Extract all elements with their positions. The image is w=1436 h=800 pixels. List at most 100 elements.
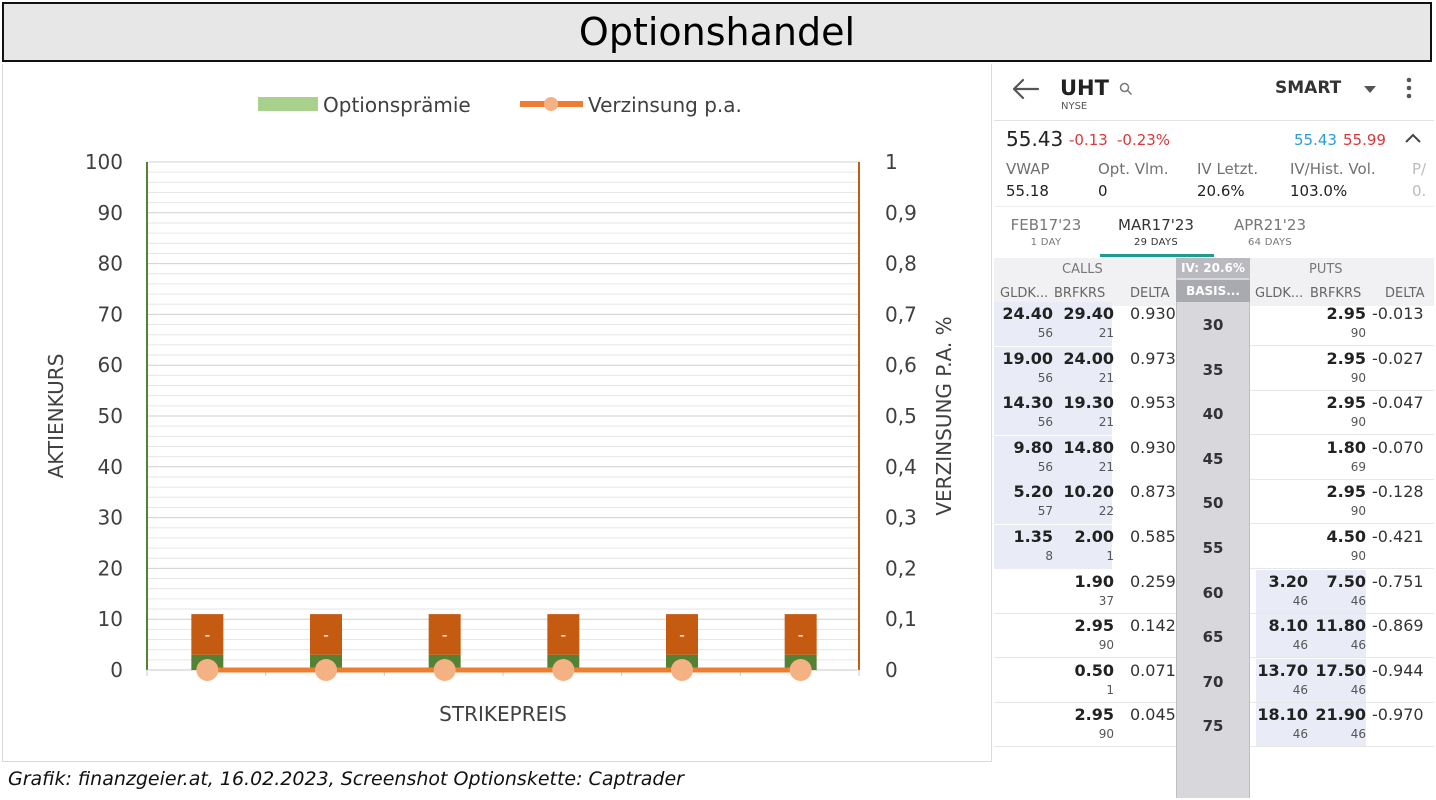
call-ask[interactable]: 2.95 (1074, 705, 1114, 725)
put-delta[interactable]: -0.027 (1372, 348, 1424, 368)
option-chain-row[interactable]: 9.80 56 14.80 21 0.930 45 1.80 69 -0.070 (994, 435, 1434, 480)
strike-price[interactable]: 70 (1202, 672, 1224, 691)
call-ask-size[interactable]: 90 (1098, 638, 1114, 653)
call-bid-size[interactable]: 57 (1037, 504, 1053, 519)
put-ask-size[interactable]: 46 (1350, 638, 1366, 653)
put-ask-size[interactable]: 46 (1350, 682, 1366, 697)
strike-price[interactable]: 65 (1202, 628, 1224, 647)
call-bid-size[interactable]: 8 (1045, 549, 1053, 563)
call-bid-size[interactable]: 56 (1037, 370, 1053, 385)
put-ask[interactable]: 21.90 (1315, 705, 1366, 725)
strike-price[interactable]: 55 (1202, 539, 1224, 557)
put-ask-size[interactable]: 46 (1350, 727, 1366, 742)
expiry-tab-feb[interactable]: FEB17'23 1 DAY (994, 216, 1101, 248)
put-bid-size[interactable]: 46 (1292, 638, 1308, 653)
call-delta[interactable]: 0.873 (1130, 482, 1176, 502)
put-delta[interactable]: -0.070 (1372, 437, 1424, 457)
call-ask[interactable]: 29.40 (1063, 304, 1114, 323)
put-delta[interactable]: -0.869 (1372, 616, 1424, 636)
arrow-left-icon[interactable] (1012, 78, 1040, 100)
strike-price[interactable]: 45 (1202, 449, 1224, 468)
put-ask[interactable]: 2.95 (1326, 393, 1366, 413)
call-delta[interactable]: 0.142 (1130, 616, 1176, 636)
puts-ask-header[interactable]: BRFKRS (1310, 286, 1362, 301)
put-bid[interactable]: 8.10 (1268, 616, 1308, 636)
put-ask[interactable]: 1.80 (1326, 437, 1366, 457)
call-ask[interactable]: 2.00 (1074, 527, 1114, 546)
chevron-up-icon[interactable] (1404, 132, 1422, 144)
call-ask-size[interactable]: 1 (1106, 682, 1114, 697)
call-bid[interactable]: 19.00 (1002, 348, 1053, 368)
put-ask-size[interactable]: 69 (1350, 459, 1366, 474)
put-ask-size[interactable]: 90 (1350, 326, 1366, 340)
put-bid[interactable]: 18.10 (1257, 705, 1308, 725)
put-bid-size[interactable]: 46 (1292, 682, 1308, 697)
more-vertical-icon[interactable] (1406, 76, 1412, 100)
put-delta[interactable]: -0.047 (1372, 393, 1424, 413)
put-bid-size[interactable]: 46 (1292, 727, 1308, 742)
put-ask-size[interactable]: 46 (1350, 593, 1366, 608)
call-delta[interactable]: 0.973 (1130, 348, 1176, 368)
call-bid[interactable]: 5.20 (1013, 482, 1053, 502)
strike-price[interactable]: 40 (1202, 405, 1224, 424)
strike-price[interactable]: 30 (1202, 316, 1224, 334)
put-ask-size[interactable]: 90 (1350, 370, 1366, 385)
put-ask[interactable]: 2.95 (1326, 348, 1366, 368)
call-ask[interactable]: 1.90 (1074, 571, 1114, 591)
option-chain-row[interactable]: 1.90 37 0.259 60 3.20 46 7.50 46 -0.751 (994, 569, 1434, 614)
call-delta[interactable]: 0.930 (1130, 437, 1176, 457)
strike-price[interactable]: 75 (1202, 717, 1224, 736)
call-bid-size[interactable]: 56 (1037, 459, 1053, 474)
calls-ask-header[interactable]: BRFKRS (1054, 286, 1106, 301)
search-icon[interactable] (1119, 82, 1133, 96)
option-chain-row[interactable]: 5.20 57 10.20 22 0.873 50 2.95 90 -0.128 (994, 480, 1434, 525)
put-ask[interactable]: 17.50 (1315, 660, 1366, 680)
call-bid[interactable]: 24.40 (1002, 304, 1053, 323)
put-bid[interactable]: 13.70 (1257, 660, 1308, 680)
strike-column-header[interactable]: BASIS... (1176, 280, 1250, 302)
strike-price[interactable]: 60 (1202, 583, 1224, 602)
call-ask[interactable]: 10.20 (1063, 482, 1114, 502)
route-selector[interactable]: SMART (1275, 78, 1342, 98)
call-delta[interactable]: 0.930 (1130, 304, 1176, 323)
put-ask-size[interactable]: 90 (1350, 415, 1366, 430)
strike-price[interactable]: 50 (1202, 494, 1224, 513)
put-ask[interactable]: 4.50 (1326, 527, 1366, 546)
option-chain-row[interactable]: 24.40 56 29.40 21 0.930 30 2.95 90 -0.013 (994, 302, 1434, 346)
call-bid-size[interactable]: 56 (1037, 326, 1053, 340)
call-ask[interactable]: 2.95 (1074, 616, 1114, 636)
call-ask-size[interactable]: 21 (1098, 459, 1114, 474)
put-delta[interactable]: -0.751 (1372, 571, 1424, 591)
call-ask-size[interactable]: 21 (1098, 326, 1114, 340)
call-delta[interactable]: 0.585 (1130, 527, 1176, 546)
call-bid-size[interactable]: 56 (1037, 415, 1053, 430)
put-delta[interactable]: -0.970 (1372, 705, 1424, 725)
call-delta[interactable]: 0.259 (1130, 571, 1176, 591)
ticker-symbol[interactable]: UHT (1060, 76, 1109, 100)
option-chain-row[interactable]: 19.00 56 24.00 21 0.973 35 2.95 90 -0.027 (994, 346, 1434, 391)
puts-bid-header[interactable]: GLDK... (1255, 286, 1304, 301)
put-ask[interactable]: 7.50 (1326, 571, 1366, 591)
call-ask-size[interactable]: 21 (1098, 370, 1114, 385)
put-bid-size[interactable]: 46 (1292, 593, 1308, 608)
put-ask[interactable]: 2.95 (1326, 304, 1366, 323)
expiry-tab-apr[interactable]: APR21'23 64 DAYS (1215, 216, 1325, 248)
call-ask[interactable]: 24.00 (1063, 348, 1114, 368)
call-delta[interactable]: 0.071 (1130, 660, 1176, 680)
call-ask-size[interactable]: 22 (1098, 504, 1114, 519)
put-delta[interactable]: -0.944 (1372, 660, 1424, 680)
calls-bid-header[interactable]: GLDK... (1000, 286, 1049, 301)
option-chain-row[interactable]: 2.95 90 0.142 65 8.10 46 11.80 46 -0.869 (994, 614, 1434, 659)
call-ask[interactable]: 14.80 (1063, 437, 1114, 457)
puts-delta-header[interactable]: DELTA (1385, 286, 1425, 301)
option-chain-row[interactable]: 14.30 56 19.30 21 0.953 40 2.95 90 -0.047 (994, 391, 1434, 436)
call-delta[interactable]: 0.045 (1130, 705, 1176, 725)
strike-price[interactable]: 35 (1202, 360, 1224, 379)
option-chain-row[interactable]: 1.35 8 2.00 1 0.585 55 4.50 90 -0.421 (994, 525, 1434, 569)
call-ask-size[interactable]: 21 (1098, 415, 1114, 430)
option-chain-row[interactable]: 0.50 1 0.071 70 13.70 46 17.50 46 -0.944 (994, 658, 1434, 703)
put-ask-size[interactable]: 90 (1350, 504, 1366, 519)
put-bid[interactable]: 3.20 (1268, 571, 1308, 591)
caret-down-icon[interactable] (1364, 86, 1376, 93)
call-ask[interactable]: 0.50 (1074, 660, 1114, 680)
